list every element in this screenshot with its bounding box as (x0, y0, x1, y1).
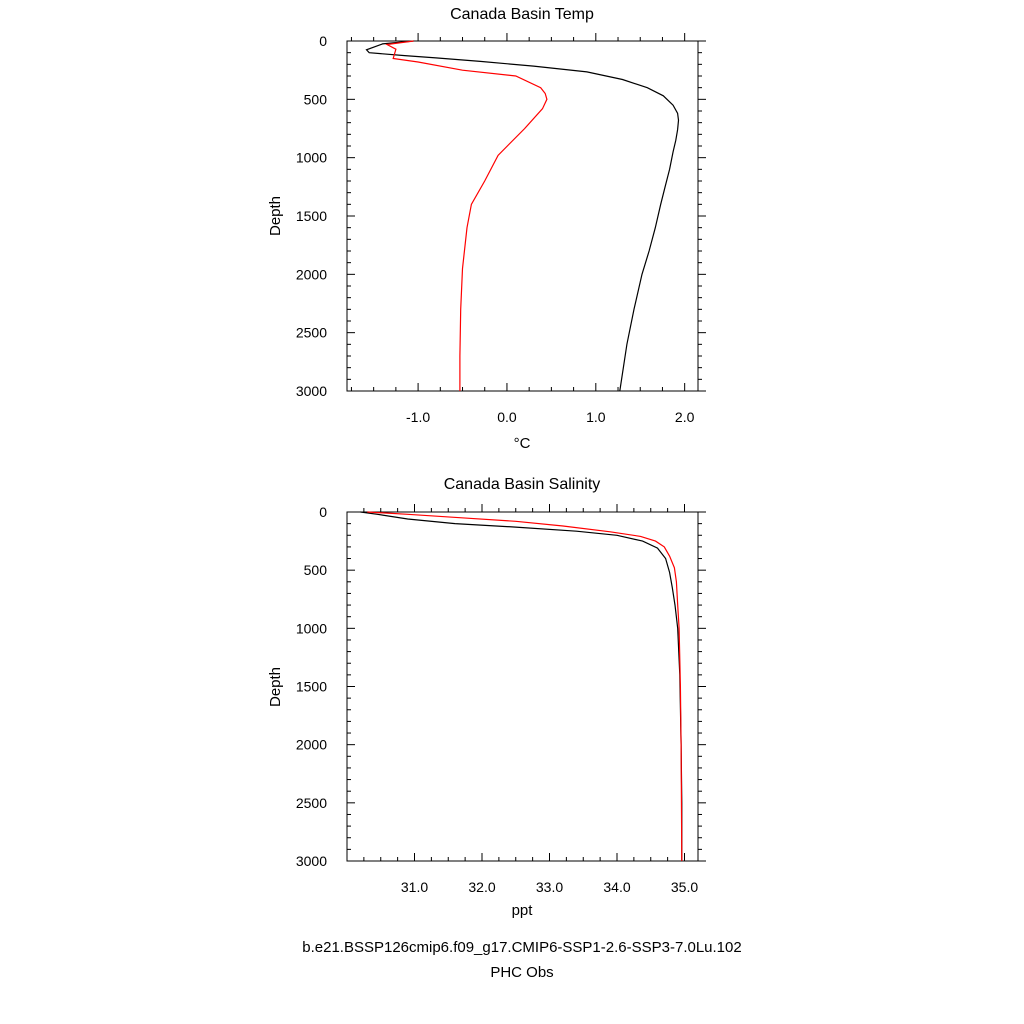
salinity-panel: Canada Basin Salinity ppt Depth 0 500 1000… (267, 476, 706, 919)
legend-model-label: b.e21.BSSP126cmip6.f09_g17.CMIP6-SSP1-2.… (302, 939, 741, 956)
temp-y-axis-label: Depth (267, 196, 284, 236)
x-tick-label: 1.0 (586, 409, 606, 425)
salinity-data-lines (360, 511, 683, 862)
salinity-axis-ticks: 0 500 1000 1500 2000 2500 3000 31.0 32.0 33.0 34.0… (296, 504, 706, 895)
y-tick-label: 3000 (296, 383, 327, 399)
y-tick-label: 1000 (296, 150, 327, 166)
legend-obs-label: PHC Obs (490, 964, 553, 981)
y-tick-label: 0 (319, 33, 327, 49)
y-tick-label: 500 (304, 91, 328, 107)
y-tick-label: 1500 (296, 679, 327, 695)
y-tick-label: 500 (304, 562, 328, 578)
y-tick-label: 1500 (296, 208, 327, 224)
temp-panel: Canada Basin Temp °C Depth 0 500 1000 1500 2… (267, 6, 706, 452)
temp-model-line (365, 40, 680, 392)
salinity-plot-frame (346, 511, 699, 862)
x-tick-label: 32.0 (468, 879, 495, 895)
y-tick-label: 0 (319, 504, 327, 520)
temp-data-lines (365, 40, 680, 392)
x-tick-label: 2.0 (675, 409, 695, 425)
temp-plot-frame (346, 40, 699, 392)
salinity-obs-line (367, 511, 683, 862)
x-tick-label: 33.0 (536, 879, 563, 895)
salinity-y-axis-label: Depth (267, 667, 284, 707)
salinity-model-line (360, 511, 683, 861)
y-tick-label: 2000 (296, 737, 327, 753)
temp-axis-ticks: 0 500 1000 1500 2000 2500 3000 -1.0 0.0 1.0 2.0 (296, 33, 706, 425)
y-tick-label: 2500 (296, 325, 327, 341)
y-tick-label: 2000 (296, 266, 327, 282)
temp-x-axis-label: °C (514, 435, 531, 452)
x-tick-label: -1.0 (406, 409, 430, 425)
x-tick-label: 35.0 (671, 879, 698, 895)
salinity-x-axis-label: ppt (512, 902, 534, 919)
x-tick-label: 0.0 (497, 409, 517, 425)
y-tick-label: 1000 (296, 620, 327, 636)
x-tick-label: 31.0 (401, 879, 428, 895)
y-tick-label: 3000 (296, 853, 327, 869)
x-tick-label: 34.0 (603, 879, 630, 895)
y-tick-label: 2500 (296, 795, 327, 811)
temp-obs-line (385, 40, 548, 391)
temp-chart-title: Canada Basin Temp (450, 6, 594, 23)
salinity-chart-title: Canada Basin Salinity (444, 476, 601, 493)
